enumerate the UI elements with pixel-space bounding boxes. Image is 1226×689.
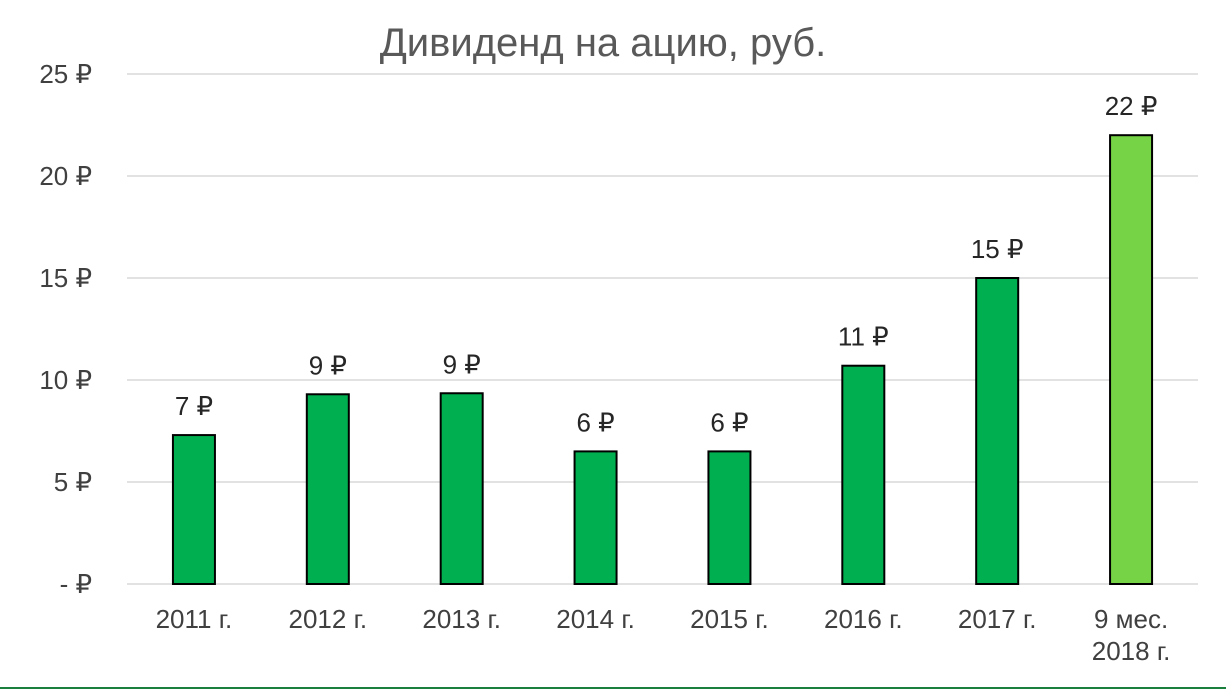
x-tick-label: 2018 г.: [1092, 636, 1171, 666]
bar: [439, 392, 484, 586]
data-labels: 7 ₽ 9 ₽ 9 ₽ 6 ₽ 6 ₽ 11 ₽ 15 ₽ 22 ₽: [175, 91, 1158, 437]
x-tick-label: 2016 г.: [824, 604, 903, 634]
y-tick-label: 15 ₽: [39, 263, 92, 293]
y-tick-label: 20 ₽: [39, 161, 92, 191]
data-label: 9 ₽: [443, 349, 481, 379]
x-axis-labels: 2011 г. 2012 г. 2013 г. 2014 г. 2015 г. 2016 …: [156, 604, 1171, 666]
data-label: 6 ₽: [710, 407, 748, 437]
data-label: 22 ₽: [1105, 91, 1158, 121]
x-tick-label: 2012 г.: [289, 604, 368, 634]
x-tick-label: 9 мес.: [1094, 604, 1168, 634]
x-tick-label: 2017 г.: [958, 604, 1037, 634]
chart-title: Дивиденд на ацию, руб.: [380, 21, 827, 65]
y-tick-label: 5 ₽: [54, 467, 92, 497]
bar: [841, 364, 886, 585]
y-tick-label: - ₽: [60, 569, 92, 599]
data-label: 15 ₽: [971, 234, 1024, 264]
x-tick-label: 2013 г.: [422, 604, 501, 634]
bottom-rule: [0, 687, 1226, 689]
y-tick-label: 25 ₽: [39, 59, 92, 89]
data-label: 9 ₽: [309, 350, 347, 380]
data-label: 7 ₽: [175, 391, 213, 421]
x-tick-label: 2011 г.: [156, 604, 233, 634]
bar: [1109, 134, 1154, 585]
data-label: 11 ₽: [838, 322, 889, 352]
bar: [171, 434, 216, 585]
y-tick-label: 10 ₽: [39, 365, 92, 395]
data-label: 6 ₽: [576, 407, 614, 437]
bar: [573, 450, 618, 585]
bars: [171, 134, 1154, 586]
gridlines: [127, 73, 1198, 585]
bar: [975, 277, 1020, 585]
x-tick-label: 2014 г.: [556, 604, 635, 634]
y-axis-ticks: - ₽ 5 ₽ 10 ₽ 15 ₽ 20 ₽ 25 ₽: [39, 59, 92, 599]
x-tick-label: 2015 г.: [690, 604, 769, 634]
bar: [305, 393, 350, 585]
bar: [707, 450, 752, 585]
